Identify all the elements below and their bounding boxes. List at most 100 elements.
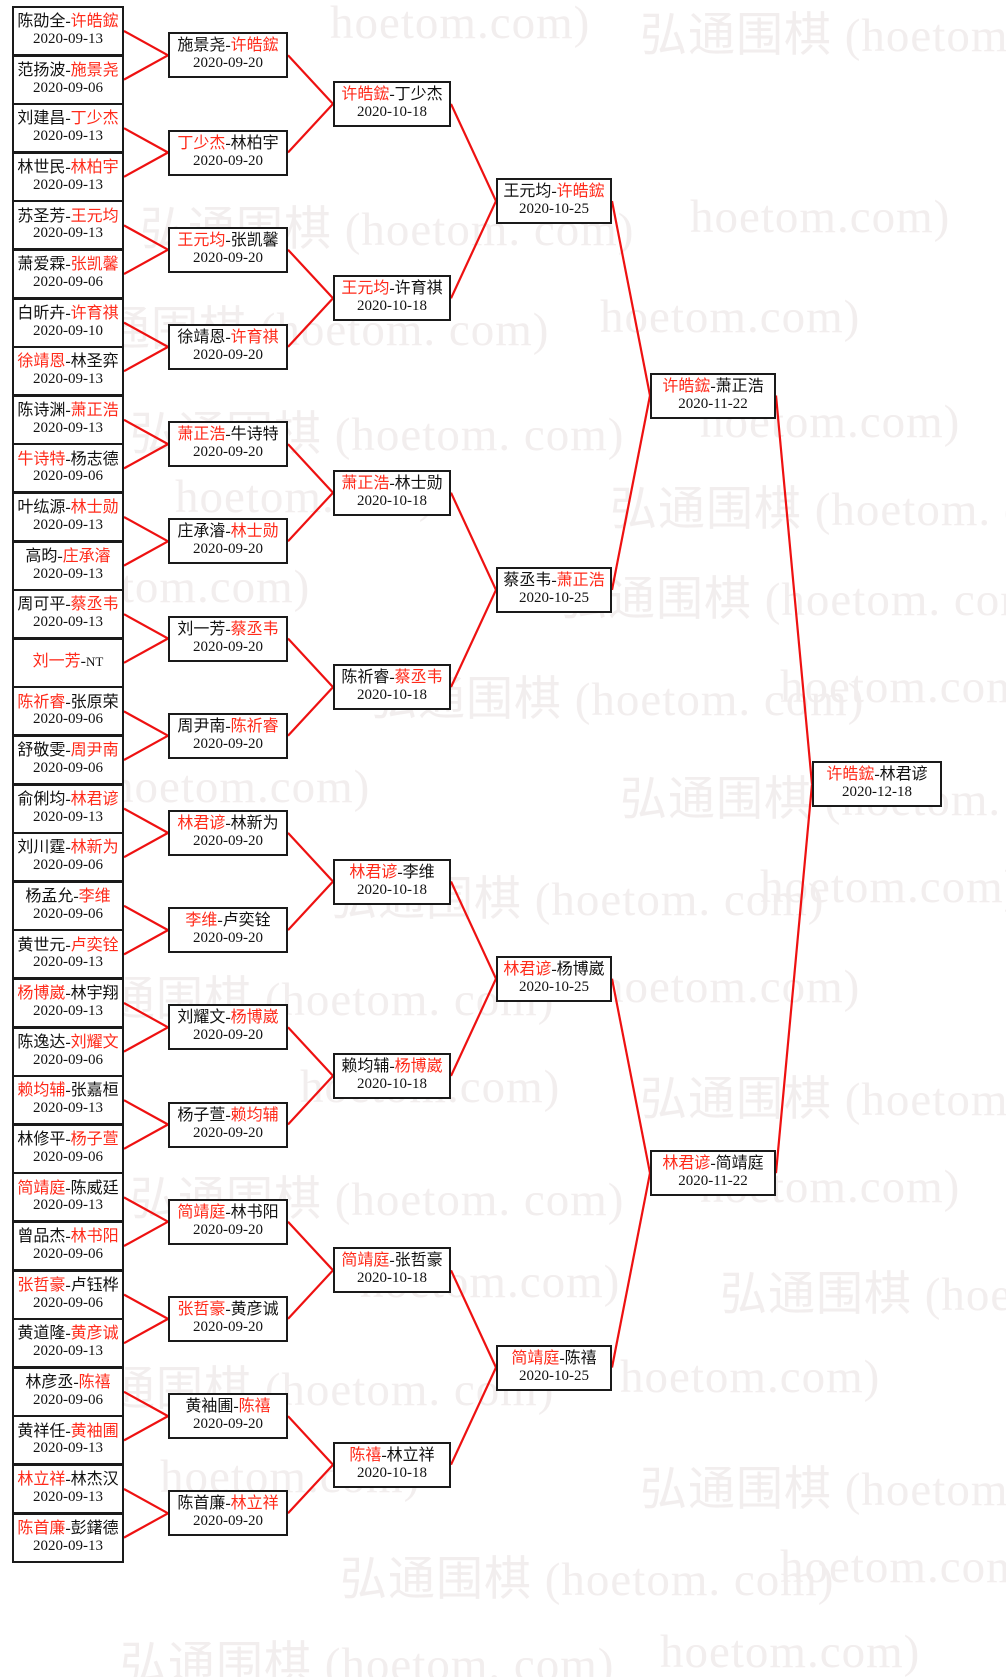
match-box[interactable]: 高昀-庄承濬 2020-09-13 <box>12 540 124 591</box>
match-players: 刘耀文-杨博崴 <box>177 1009 278 1027</box>
match-box[interactable]: 徐靖恩-许育祺 2020-09-20 <box>168 323 288 370</box>
match-box[interactable]: 陈首廉-彭鐯德 2020-09-13 <box>12 1512 124 1563</box>
match-players: 简靖庭-林书阳 <box>177 1204 278 1222</box>
match-box[interactable]: 叶纮源-林士勋 2020-09-13 <box>12 492 124 542</box>
match-players: 林君谚-李维 <box>349 864 434 882</box>
match-box[interactable]: 周尹南-陈祈睿 2020-09-20 <box>168 712 288 759</box>
match-box[interactable]: 赖均辅-张嘉桓 2020-09-13 <box>12 1075 124 1126</box>
match-box[interactable]: 陈首廉-林立祥 2020-09-20 <box>168 1490 288 1537</box>
match-box[interactable]: 许皓鋐-萧正浩 2020-11-22 <box>650 372 776 419</box>
match-box[interactable]: 徐靖恩-林圣弈 2020-09-13 <box>12 346 124 397</box>
match-box[interactable]: 蔡丞韦-萧正浩 2020-10-25 <box>496 566 612 613</box>
match-box[interactable]: 林君谚-林新为 2020-09-20 <box>168 809 288 856</box>
match-players: 曾品杰-林书阳 <box>17 1228 118 1246</box>
connector-line <box>123 831 169 859</box>
match-date: 2020-09-20 <box>193 1027 263 1044</box>
match-box[interactable]: 林世民-林柏宇 2020-09-13 <box>12 151 124 202</box>
player-separator: - <box>710 1155 716 1173</box>
match-box[interactable]: 杨博崴-林宇翔 2020-09-13 <box>12 978 124 1028</box>
match-date: 2020-09-20 <box>193 249 263 266</box>
match-box[interactable]: 范扬波-施景尧 2020-09-06 <box>12 54 124 105</box>
match-box[interactable]: 施景尧-许皓鋐 2020-09-20 <box>168 32 288 79</box>
match-box[interactable]: 曾品杰-林书阳 2020-09-06 <box>12 1221 124 1271</box>
match-box[interactable]: 林立祥-林杰汉 2020-09-13 <box>12 1464 124 1514</box>
match-date: 2020-09-13 <box>33 1440 103 1457</box>
player-name: NT <box>86 654 104 670</box>
connector-line <box>123 127 169 154</box>
match-box[interactable]: 林君谚-李维 2020-10-18 <box>333 858 451 905</box>
match-box[interactable]: 刘一芳-NT <box>12 637 124 688</box>
player-name: 林宇翔 <box>70 985 119 1003</box>
connector-line <box>610 200 652 396</box>
match-box[interactable]: 王元均-张凯馨 2020-09-20 <box>168 226 288 273</box>
match-date: 2020-09-20 <box>193 444 263 461</box>
match-box[interactable]: 许皓鋐-丁少杰 2020-10-18 <box>333 80 451 127</box>
player-separator: - <box>65 1519 71 1537</box>
connector-line <box>123 321 169 348</box>
match-box[interactable]: 刘川霆-林新为 2020-09-06 <box>12 832 124 883</box>
match-date: 2020-10-18 <box>357 881 427 898</box>
connector-line <box>287 1269 334 1320</box>
match-box[interactable]: 丁少杰-林柏宇 2020-09-20 <box>168 129 288 176</box>
match-box[interactable]: 刘一芳-蔡丞韦 2020-09-20 <box>168 615 288 662</box>
player-separator: - <box>57 547 63 565</box>
match-box[interactable]: 杨孟允-李维 2020-09-06 <box>12 880 124 931</box>
match-box[interactable]: 牛诗特-杨志德 2020-09-06 <box>12 443 124 494</box>
match-box[interactable]: 黄祥任-黄袖圃 2020-09-13 <box>12 1415 124 1466</box>
match-box[interactable]: 黄世元-卢奕铨 2020-09-13 <box>12 929 124 980</box>
match-box[interactable]: 苏圣芳-王元均 2020-09-13 <box>12 200 124 251</box>
match-box[interactable]: 陈禧-林立祥 2020-10-18 <box>333 1441 451 1488</box>
winner-name: 陈祈睿 <box>230 717 279 735</box>
player-separator: - <box>65 207 71 225</box>
match-box[interactable]: 萧正浩-林士勋 2020-10-18 <box>333 469 451 516</box>
connector-line <box>123 1512 169 1539</box>
match-box[interactable]: 陈祈睿-蔡丞韦 2020-10-18 <box>333 664 451 711</box>
match-box[interactable]: 庄承濬-林士勋 2020-09-20 <box>168 518 288 565</box>
match-box[interactable]: 林君谚-简靖庭 2020-11-22 <box>650 1150 776 1197</box>
match-box[interactable]: 王元均-许育祺 2020-10-18 <box>333 275 451 322</box>
match-box[interactable]: 陈劭全-许皓鋐 2020-09-13 <box>12 6 124 56</box>
player-name: 杨志德 <box>70 450 119 468</box>
match-box[interactable]: 简靖庭-林书阳 2020-09-20 <box>168 1198 288 1245</box>
match-box[interactable]: 林君谚-杨博崴 2020-10-25 <box>496 955 612 1002</box>
match-box[interactable]: 萧正浩-牛诗特 2020-09-20 <box>168 421 288 468</box>
match-date: 2020-09-13 <box>33 31 103 48</box>
match-box[interactable]: 简靖庭-陈禧 2020-10-25 <box>496 1344 612 1391</box>
match-box[interactable]: 陈逸达-刘耀文 2020-09-06 <box>12 1026 124 1077</box>
match-players: 陈祈睿-蔡丞韦 <box>341 669 442 687</box>
match-date: 2020-10-25 <box>519 1367 589 1384</box>
player-separator: - <box>225 620 231 638</box>
match-box[interactable]: 许皓鋐-林君谚 2020-12-18 <box>812 761 942 808</box>
match-box[interactable]: 张哲豪-黄彦诚 2020-09-20 <box>168 1295 288 1342</box>
connector-line <box>610 1172 652 1368</box>
match-box[interactable]: 白昕卉-许育祺 2020-09-10 <box>12 297 124 348</box>
match-box[interactable]: 简靖庭-陈威廷 2020-09-13 <box>12 1172 124 1223</box>
match-box[interactable]: 周可平-蔡丞韦 2020-09-13 <box>12 589 124 640</box>
match-box[interactable]: 陈祈睿-张原荣 2020-09-06 <box>12 686 124 737</box>
match-box[interactable]: 刘建昌-丁少杰 2020-09-13 <box>12 103 124 154</box>
match-box[interactable]: 赖均辅-杨博崴 2020-10-18 <box>333 1052 451 1099</box>
match-box[interactable]: 简靖庭-张哲豪 2020-10-18 <box>333 1247 451 1294</box>
match-box[interactable]: 张哲豪-卢钰桦 2020-09-06 <box>12 1269 124 1320</box>
match-box[interactable]: 杨子萱-赖均辅 2020-09-20 <box>168 1101 288 1148</box>
match-box[interactable]: 林修平-杨子萱 2020-09-06 <box>12 1123 124 1174</box>
winner-name: 李维 <box>185 912 218 930</box>
match-box[interactable]: 陈诗渊-萧正浩 2020-09-13 <box>12 394 124 445</box>
match-box[interactable]: 林彦丞-陈禧 2020-09-06 <box>12 1366 124 1417</box>
connector-line <box>123 807 169 834</box>
player-name: 陈禧 <box>564 1349 597 1367</box>
match-players: 王元均-许育祺 <box>341 280 442 298</box>
match-box[interactable]: 俞俐均-林君谚 2020-09-13 <box>12 783 124 834</box>
match-box[interactable]: 刘耀文-杨博崴 2020-09-20 <box>168 1004 288 1051</box>
match-box[interactable]: 舒敬雯-周尹南 2020-09-06 <box>12 735 124 785</box>
match-box[interactable]: 王元均-许皓鋐 2020-10-25 <box>496 178 612 225</box>
player-name: 刘一芳 <box>177 620 226 638</box>
match-players: 林修平-杨子萱 <box>17 1131 118 1149</box>
match-box[interactable]: 萧爱霖-张凯馨 2020-09-06 <box>12 249 124 299</box>
match-box[interactable]: 李维-卢奕铨 2020-09-20 <box>168 907 288 954</box>
match-box[interactable]: 黄道隆-黄彦诚 2020-09-13 <box>12 1318 124 1369</box>
match-date: 2020-10-18 <box>357 1075 427 1092</box>
match-box[interactable]: 黄袖圃-陈禧 2020-09-20 <box>168 1393 288 1440</box>
connector-line <box>123 151 169 178</box>
match-players: 黄袖圃-陈禧 <box>185 1398 270 1416</box>
